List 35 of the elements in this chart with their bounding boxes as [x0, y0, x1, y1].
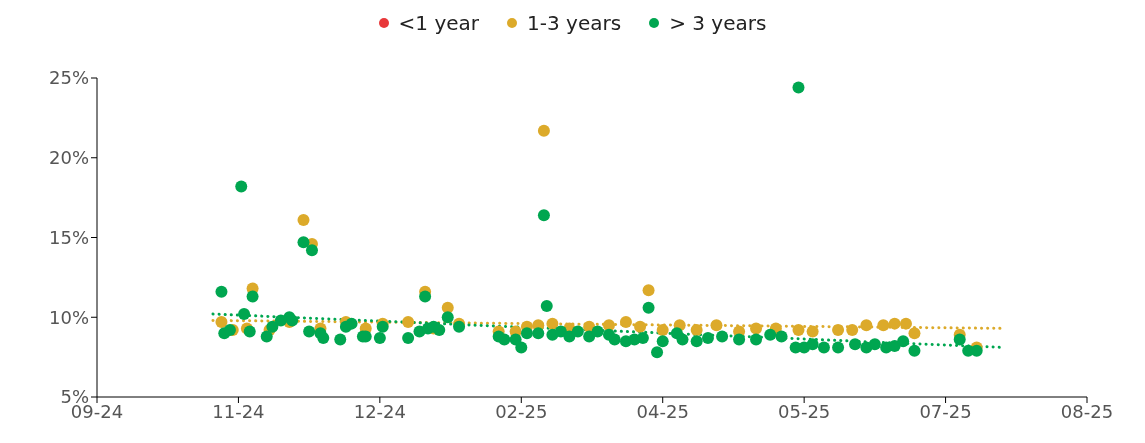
point	[888, 317, 901, 330]
y-tick-label: 10%	[48, 306, 89, 328]
x-tick-label: 07-25	[919, 400, 972, 422]
point	[402, 316, 415, 329]
point	[690, 324, 703, 337]
point	[656, 324, 669, 337]
point	[619, 316, 632, 329]
point	[297, 213, 310, 226]
point	[634, 320, 647, 333]
x-tick-label: 02-25	[495, 400, 548, 422]
x-tick-label: 11-24	[212, 400, 265, 422]
point	[792, 324, 805, 337]
x-tick-label: 12-24	[353, 400, 407, 422]
point	[908, 327, 921, 340]
point	[710, 319, 723, 332]
point	[806, 325, 819, 338]
point	[832, 324, 845, 337]
x-tick-label: 08-25	[1060, 400, 1114, 422]
x-tick-label: 04-25	[636, 400, 689, 422]
y-tick-label: 25%	[48, 67, 89, 89]
point	[215, 316, 228, 329]
point	[899, 317, 912, 330]
x-tick-label: 05-25	[777, 400, 831, 422]
y-tick-label: 15%	[48, 226, 89, 248]
point	[750, 322, 763, 335]
point	[546, 317, 559, 330]
point	[642, 284, 655, 297]
legend-label: 1-3 years	[527, 11, 622, 35]
legend-label: <1 year	[398, 11, 480, 35]
legend-label: > 3 years	[669, 11, 767, 35]
y-tick-label: 20%	[48, 147, 89, 169]
point	[537, 124, 550, 137]
point	[846, 324, 859, 337]
point	[877, 319, 890, 332]
point	[860, 319, 873, 332]
